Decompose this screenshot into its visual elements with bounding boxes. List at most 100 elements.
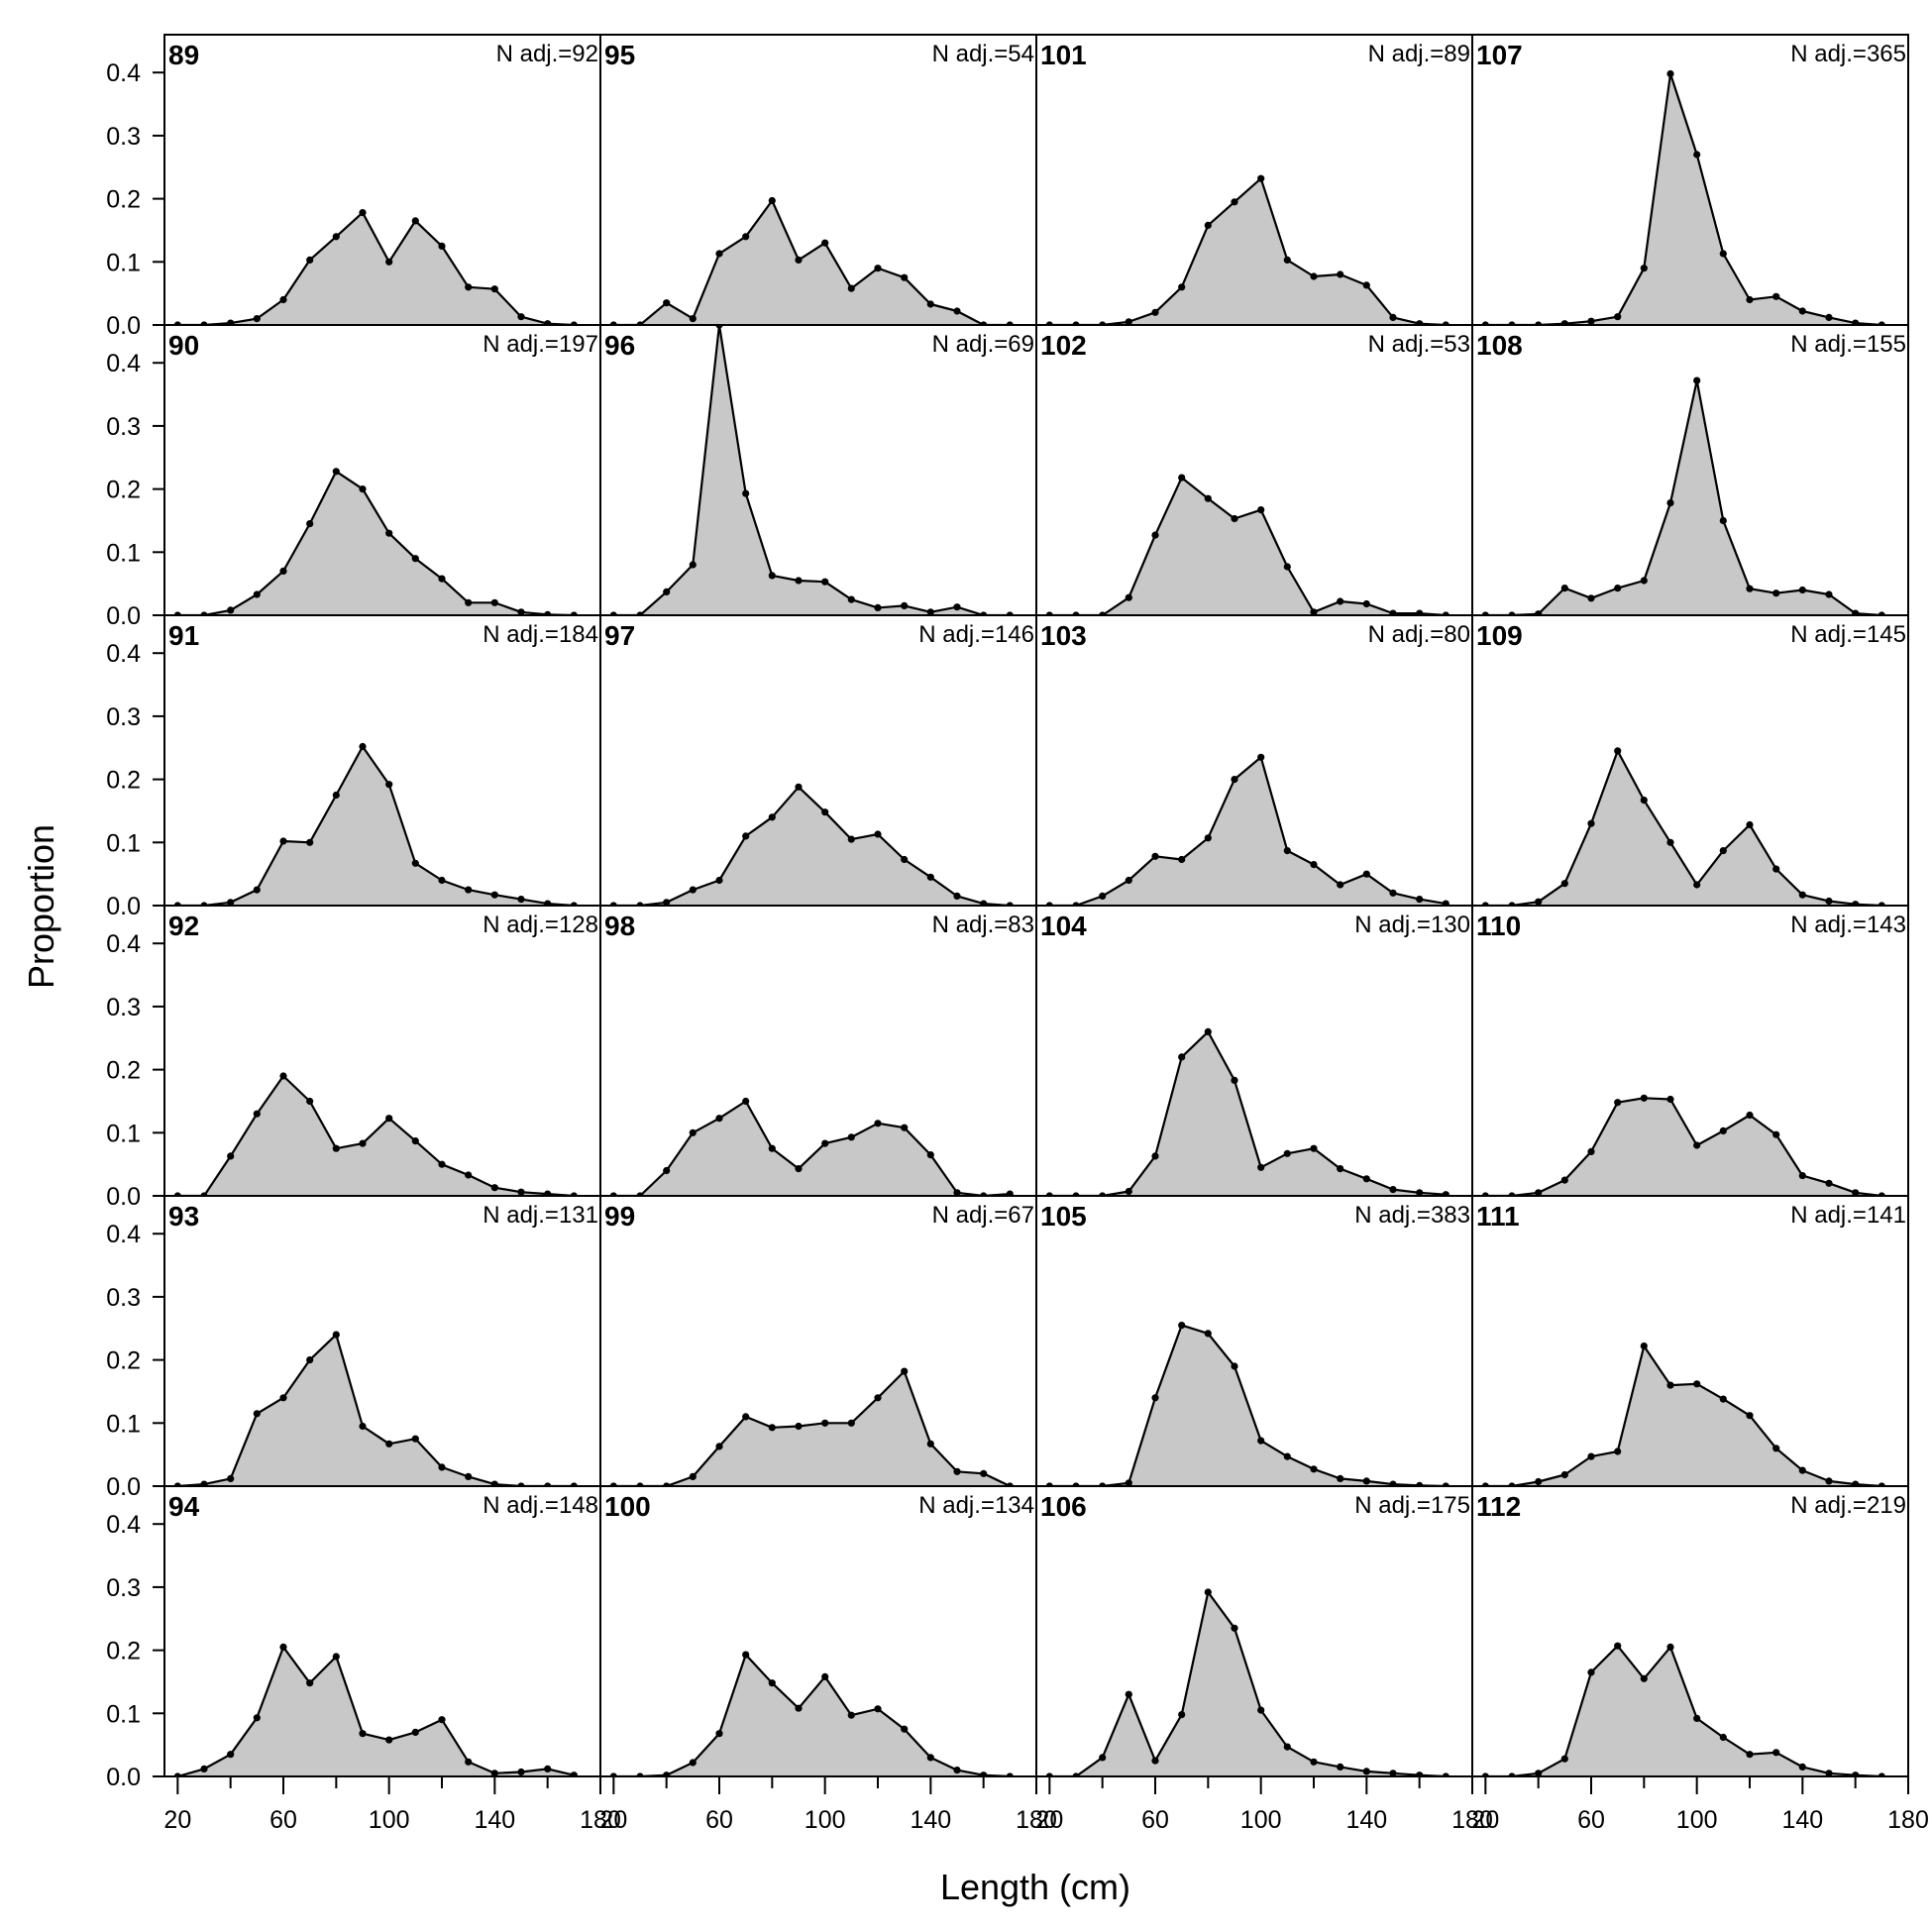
panel-plot-area	[1481, 747, 1885, 906]
data-point	[1746, 820, 1754, 829]
data-point	[1798, 891, 1806, 899]
x-tick-label: 100	[369, 1806, 410, 1834]
data-point	[359, 1422, 367, 1431]
panel-id-label: 111	[1476, 1201, 1520, 1232]
panel-id-label: 112	[1476, 1491, 1521, 1522]
data-point	[689, 315, 697, 323]
data-point	[490, 1770, 498, 1776]
data-point	[1283, 1149, 1291, 1157]
data-point	[795, 577, 803, 585]
panel-plot-area	[1481, 376, 1885, 615]
panel-id-label: 103	[1040, 620, 1087, 651]
series-area	[1485, 73, 1882, 325]
data-point	[1204, 1027, 1212, 1035]
panel-plot-area	[1481, 1642, 1885, 1776]
data-point	[438, 1716, 446, 1724]
panel-plot-area	[609, 325, 1014, 615]
data-point	[847, 595, 855, 603]
y-tick-label: 0.1	[106, 1120, 141, 1147]
data-point	[1125, 318, 1132, 325]
panel-id-label: 105	[1040, 1201, 1087, 1232]
panel-plot-area	[1045, 174, 1449, 325]
data-point	[1798, 1466, 1806, 1474]
data-point	[742, 1097, 750, 1106]
series-line	[613, 786, 1011, 906]
panel-plot-area	[1045, 1322, 1449, 1486]
data-point	[742, 233, 750, 241]
series-line	[1049, 1324, 1447, 1486]
panel-103: 103 N adj.=80	[1035, 614, 1473, 907]
panel-plot-area	[173, 1072, 578, 1196]
x-tick-label: 60	[705, 1806, 733, 1834]
data-point	[1178, 283, 1186, 291]
panel-95: 95 N adj.=54	[599, 34, 1037, 326]
data-point	[742, 832, 750, 840]
data-point	[901, 855, 909, 864]
data-point	[795, 783, 803, 791]
data-point	[411, 859, 419, 867]
data-point	[901, 1124, 909, 1131]
data-point	[253, 315, 261, 323]
panel-97: 97 N adj.=146	[599, 614, 1037, 907]
data-point	[306, 838, 314, 846]
data-point	[1283, 1452, 1291, 1460]
panel-id-label: 102	[1040, 330, 1087, 361]
series-area	[177, 471, 575, 615]
data-point	[1852, 901, 1860, 906]
data-point	[1798, 307, 1806, 315]
data-point	[279, 837, 287, 845]
data-point	[1337, 270, 1344, 278]
data-point	[901, 601, 909, 610]
y-tick-label: 0.4	[106, 1221, 141, 1248]
panel-plot-area	[609, 1097, 1014, 1196]
data-point	[1587, 317, 1595, 325]
data-point	[438, 1463, 446, 1471]
data-point	[1640, 1094, 1648, 1102]
data-point	[1693, 151, 1701, 159]
data-point	[1825, 1477, 1833, 1485]
data-point	[1416, 320, 1424, 325]
data-point	[227, 1474, 235, 1482]
panel-plot-area	[1045, 753, 1449, 906]
data-point	[1560, 880, 1568, 888]
panel-n-label: N adj.=145	[1790, 621, 1906, 648]
series-area	[1485, 1646, 1882, 1776]
series-line	[613, 325, 1011, 615]
data-point	[1852, 1480, 1860, 1486]
data-point	[1231, 1076, 1238, 1084]
data-point	[1825, 897, 1833, 906]
panel-n-label: N adj.=175	[1354, 1492, 1470, 1519]
panel-108: 108 N adj.=155	[1471, 324, 1909, 616]
panel-id-label: 97	[604, 620, 635, 651]
panel-n-label: N adj.=197	[483, 331, 598, 358]
panel-id-label: 91	[168, 620, 199, 651]
data-point	[953, 307, 961, 315]
data-point	[1535, 610, 1543, 615]
data-point	[1719, 516, 1727, 525]
y-tick-label: 0.3	[106, 413, 141, 441]
panel-id-label: 95	[604, 40, 635, 70]
data-point	[465, 1171, 473, 1179]
series-area	[613, 1655, 1011, 1776]
data-point	[1719, 1127, 1727, 1134]
data-point	[821, 1419, 829, 1427]
data-point	[926, 1440, 934, 1448]
panel-id-label: 89	[168, 40, 199, 70]
panel-id-label: 101	[1040, 40, 1087, 70]
data-point	[1614, 747, 1622, 755]
data-point	[795, 1704, 803, 1712]
data-point	[332, 1144, 340, 1152]
data-point	[1640, 1342, 1648, 1350]
panel-id-label: 98	[604, 911, 635, 941]
data-point	[1151, 1394, 1159, 1402]
data-point	[253, 1410, 261, 1418]
data-point	[544, 610, 552, 615]
data-point	[689, 1759, 697, 1767]
data-point	[795, 1165, 803, 1173]
data-point	[874, 830, 882, 838]
data-point	[1825, 313, 1833, 321]
data-point	[385, 781, 393, 789]
data-point	[1640, 1674, 1648, 1682]
data-point	[953, 603, 961, 611]
panel-plot-area	[1481, 1342, 1885, 1486]
